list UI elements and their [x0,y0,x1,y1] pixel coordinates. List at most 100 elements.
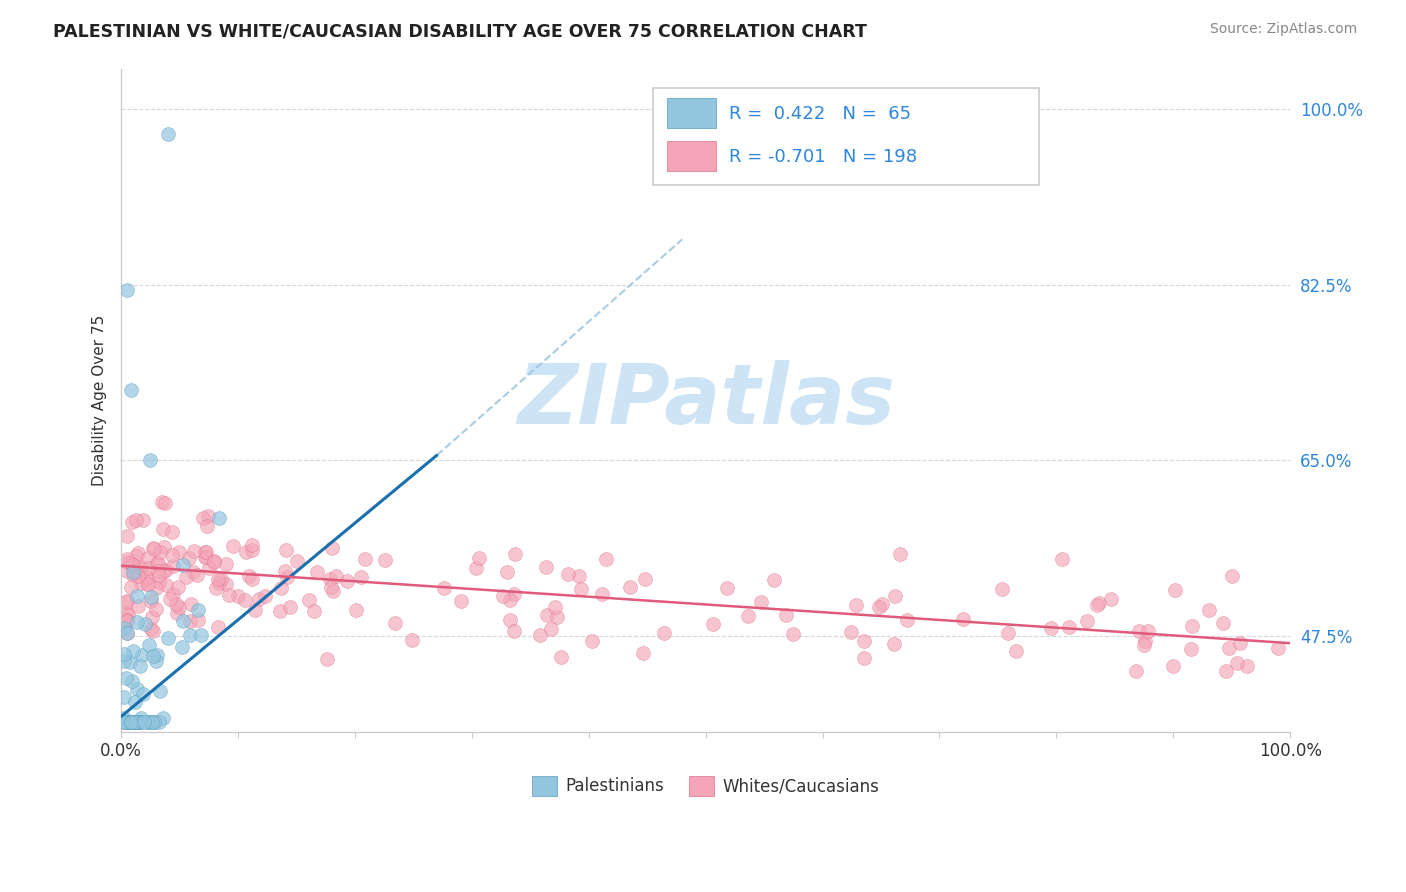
Point [870,597,893,611]
Point [581,633,603,648]
Point [127,569,149,583]
Point [194,550,217,565]
Point [139,594,162,608]
Point [148,574,170,589]
Point [145,602,167,616]
Point [186,568,208,582]
Point [128,714,150,729]
Point [145,654,167,668]
Point [141,714,163,729]
Point [1101,592,1123,607]
Point [121,558,143,572]
Point [156,631,179,645]
Point [138,714,160,729]
Point [141,623,163,637]
Point [240,538,263,552]
Point [254,590,277,604]
Point [129,659,152,673]
Point [167,600,190,615]
Point [247,591,270,606]
Point [1198,603,1220,617]
Point [139,590,162,604]
Point [129,714,152,729]
Point [160,524,183,539]
Point [208,576,231,591]
Point [115,614,138,628]
Point [118,714,141,729]
Point [152,564,174,578]
Point [1236,659,1258,673]
Point [176,569,198,583]
Point [124,559,146,574]
Point [194,545,217,559]
Point [121,673,143,688]
Point [115,595,138,609]
Point [540,623,562,637]
Point [155,563,177,577]
Point [115,555,138,569]
Point [534,560,557,574]
Point [125,714,148,729]
Point [155,578,177,592]
Point [120,714,142,729]
Point [195,519,218,533]
Point [1132,638,1154,652]
Point [302,604,325,618]
Point [191,510,214,524]
Point [1218,641,1240,656]
Point [214,576,236,591]
Point [546,609,568,624]
Point [120,580,142,594]
Point [122,644,145,658]
Point [122,714,145,729]
Point [181,566,204,580]
Point [349,570,371,584]
Point [156,127,179,141]
Text: Source: ZipAtlas.com: Source: ZipAtlas.com [1209,22,1357,37]
Point [222,539,245,553]
Point [207,620,229,634]
Point [550,650,572,665]
Point [148,567,170,582]
Point [233,592,256,607]
Point [112,711,135,725]
Point [135,571,157,585]
Point [136,577,159,591]
Point [853,651,876,665]
Point [276,570,298,584]
Point [1085,598,1108,612]
Point [529,628,551,642]
Point [242,572,264,586]
Point [433,581,456,595]
Point [148,556,170,570]
Point [142,649,165,664]
Point [159,592,181,607]
Point [162,549,184,563]
Point [115,552,138,566]
Point [1164,582,1187,597]
Point [145,581,167,595]
Point [124,695,146,709]
Point [122,714,145,729]
FancyBboxPatch shape [652,88,1039,185]
Point [187,613,209,627]
Point [162,558,184,573]
Point [238,569,260,583]
Point [243,603,266,617]
Point [129,559,152,574]
Point [129,714,152,729]
Point [134,616,156,631]
Point [112,714,135,729]
Point [374,553,396,567]
Point [125,714,148,729]
Point [112,714,135,729]
Point [125,549,148,563]
Point [148,564,170,578]
Point [172,640,194,654]
Point [121,515,143,529]
Point [187,603,209,617]
Point [325,569,347,583]
Point [115,594,138,608]
Point [1039,621,1062,635]
Point [125,565,148,579]
